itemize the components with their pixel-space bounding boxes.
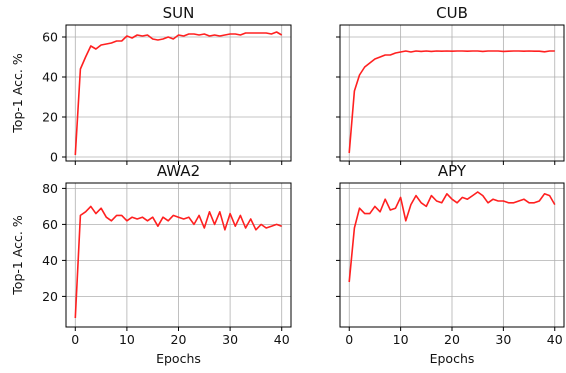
y-tick-label: 60	[42, 30, 58, 45]
y-tick-label: 20	[42, 289, 58, 304]
chart-apy: 0 10 20 30 40 APY Epochs	[336, 162, 565, 366]
x-tick-label: 40	[547, 332, 563, 347]
chart-cub: CUB	[336, 4, 565, 165]
x-tick-label: 30	[495, 332, 511, 347]
x-tick-label: 30	[222, 332, 238, 347]
chart-title: CUB	[436, 4, 468, 22]
x-tick-label: 0	[345, 332, 353, 347]
series-line-cub	[348, 50, 555, 154]
chart-title: AWA2	[157, 162, 200, 180]
x-tick-label: 10	[393, 332, 409, 347]
series-line-sun	[74, 31, 283, 156]
chart-title: SUN	[163, 4, 195, 22]
x-tick-label: 10	[119, 332, 135, 347]
y-axis-label: Top-1 Acc. %	[10, 215, 25, 296]
y-tick-label: 0	[50, 150, 58, 165]
y-tick-label: 40	[42, 70, 58, 85]
y-tick-label: 20	[42, 110, 58, 125]
y-axis-label: Top-1 Acc. %	[10, 53, 25, 134]
y-tick-label: 60	[42, 217, 58, 232]
y-tick-label: 40	[42, 253, 58, 268]
series-line-awa2	[74, 205, 282, 319]
x-tick-label: 40	[274, 332, 290, 347]
x-axis-label: Epochs	[430, 351, 475, 366]
x-axis-label: Epochs	[156, 351, 201, 366]
chart-sun: 0 20 40 60 SUN Top-1 Acc. %	[10, 4, 292, 165]
chart-title: APY	[438, 162, 467, 180]
x-tick-label: 20	[444, 332, 460, 347]
x-tick-label: 20	[171, 332, 187, 347]
y-tick-label: 80	[42, 181, 58, 196]
chart-awa2: 0 10 20 30 40 20 40 60 80 AWA2 Epochs Top-1 Acc. %	[10, 162, 292, 366]
x-tick-label: 0	[71, 332, 79, 347]
series-line-apy	[348, 191, 556, 283]
